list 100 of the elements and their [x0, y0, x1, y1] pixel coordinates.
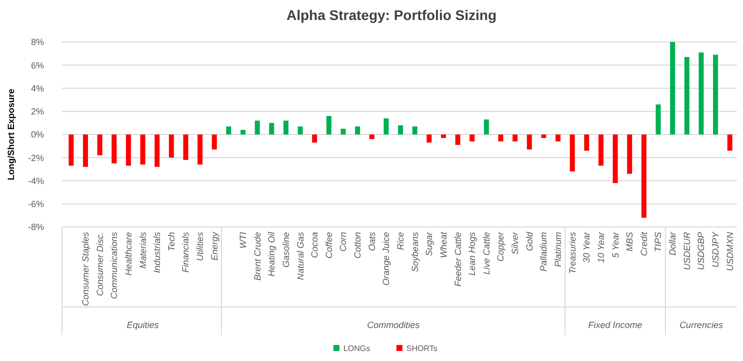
bar	[168, 134, 174, 158]
bar	[154, 134, 160, 167]
x-tick-label: TIPS	[653, 232, 664, 252]
x-tick-label: Orange Juice	[381, 232, 392, 286]
bar	[713, 54, 718, 134]
y-tick-label: 8%	[30, 37, 44, 48]
text: Commodities	[367, 320, 420, 330]
x-tick-label: Natural Gas	[295, 232, 306, 280]
bar	[656, 104, 661, 134]
bar	[641, 134, 646, 218]
x-tick-label: Consumer Staples	[80, 232, 90, 306]
bar	[570, 134, 575, 172]
x-tick-label: 5 Year	[610, 231, 620, 258]
x-tick-label: Wheat	[438, 232, 448, 258]
text: Equities	[126, 320, 160, 330]
x-tick-label: WTI	[238, 232, 248, 248]
text: Currencies	[679, 320, 724, 330]
text: Fixed Income	[588, 320, 642, 330]
x-tick-label: Rice	[396, 232, 406, 250]
x-tick-label: USDJPY	[710, 231, 721, 268]
x-tick-label: Energy	[209, 232, 220, 261]
bar	[283, 120, 288, 134]
x-tick-label: MBS	[624, 232, 635, 252]
x-tick-label: Silver	[510, 231, 520, 255]
bar	[269, 122, 274, 134]
bar	[484, 119, 489, 134]
y-tick-label: 0%	[30, 130, 44, 140]
bar	[126, 134, 131, 166]
x-tick-label: Credit	[638, 232, 649, 256]
x-tick-label: Gasoline	[280, 232, 291, 268]
x-tick-label: Consumer Disc.	[94, 232, 105, 296]
y-tick-label: 4%	[30, 83, 44, 94]
x-tick-label: Brent Crude	[252, 232, 262, 281]
bar	[412, 126, 418, 134]
bar	[298, 126, 303, 134]
bar	[470, 134, 475, 142]
x-tick-label: Cocoa	[310, 232, 320, 258]
bar	[684, 57, 690, 134]
bar	[226, 126, 232, 134]
bar	[584, 134, 590, 151]
y-tick-label: -6%	[28, 199, 44, 210]
bar	[384, 118, 389, 134]
x-tick-label: Cotton	[352, 232, 363, 259]
x-tick-label: Corn	[338, 232, 348, 252]
x-tick-label: Copper	[496, 231, 506, 262]
bar	[355, 126, 360, 134]
bar	[526, 134, 532, 150]
x-tick-label: Sugar	[424, 231, 434, 256]
chart-title: Alpha Strategy: Portfolio Sizing	[286, 7, 497, 23]
x-tick-label: Oats	[366, 232, 377, 252]
x-tick-label: Treasuries	[567, 232, 578, 274]
bar	[326, 116, 332, 134]
bar	[612, 134, 618, 184]
x-tick-label: Lean Hogs	[467, 232, 478, 276]
y-tick-label: -2%	[28, 152, 44, 163]
x-tick-label: USDMXN	[724, 232, 735, 272]
x-tick-label: Materials	[138, 232, 148, 269]
bar	[670, 42, 676, 134]
bar	[426, 134, 432, 143]
x-tick-label: Coffee	[324, 232, 334, 259]
x-tick-label: Platinum	[553, 231, 564, 268]
x-tick-label: Heating Oil	[266, 231, 277, 277]
bar	[68, 134, 74, 166]
x-tick-label: Tech	[166, 232, 176, 252]
bar	[541, 134, 546, 138]
legend-label: SHORTs	[406, 344, 438, 353]
x-tick-label: 10 Year	[596, 231, 606, 263]
bar	[312, 134, 318, 143]
bar	[498, 134, 504, 142]
bar	[627, 134, 632, 174]
bar	[140, 134, 146, 165]
bar	[556, 134, 561, 142]
x-tick-label: Soybeans	[410, 232, 420, 272]
bar	[198, 134, 203, 165]
bar	[82, 134, 88, 167]
bar	[598, 134, 604, 166]
y-tick-label: -8%	[28, 222, 44, 232]
x-tick-label: USDEUR	[682, 232, 692, 270]
bar	[254, 120, 260, 134]
x-tick-label: Palladium	[538, 232, 549, 272]
x-tick-label: Feeder Cattle	[452, 232, 463, 287]
bar	[240, 130, 246, 134]
x-tick-label: Utilities	[195, 232, 206, 262]
bar	[698, 52, 704, 134]
bar	[112, 134, 117, 164]
x-tick-label: Communications	[109, 232, 120, 300]
bar	[398, 125, 403, 134]
y-tick-label: 6%	[30, 60, 44, 70]
x-tick-label: 30 Year	[582, 231, 592, 263]
x-tick-label: Dollar	[668, 231, 678, 256]
y-axis-title: Long/Short Exposure	[6, 88, 16, 180]
legend-label: LONGs	[343, 344, 370, 353]
x-tick-label: Industrials	[152, 232, 162, 274]
x-tick-label: Live Cattle	[481, 232, 492, 275]
bar	[440, 134, 446, 138]
x-tick-label: Financials	[180, 232, 191, 273]
bar	[340, 128, 346, 134]
bar	[727, 134, 732, 151]
x-tick-label: Healthcare	[123, 232, 134, 276]
y-tick-label: 2%	[30, 106, 44, 117]
